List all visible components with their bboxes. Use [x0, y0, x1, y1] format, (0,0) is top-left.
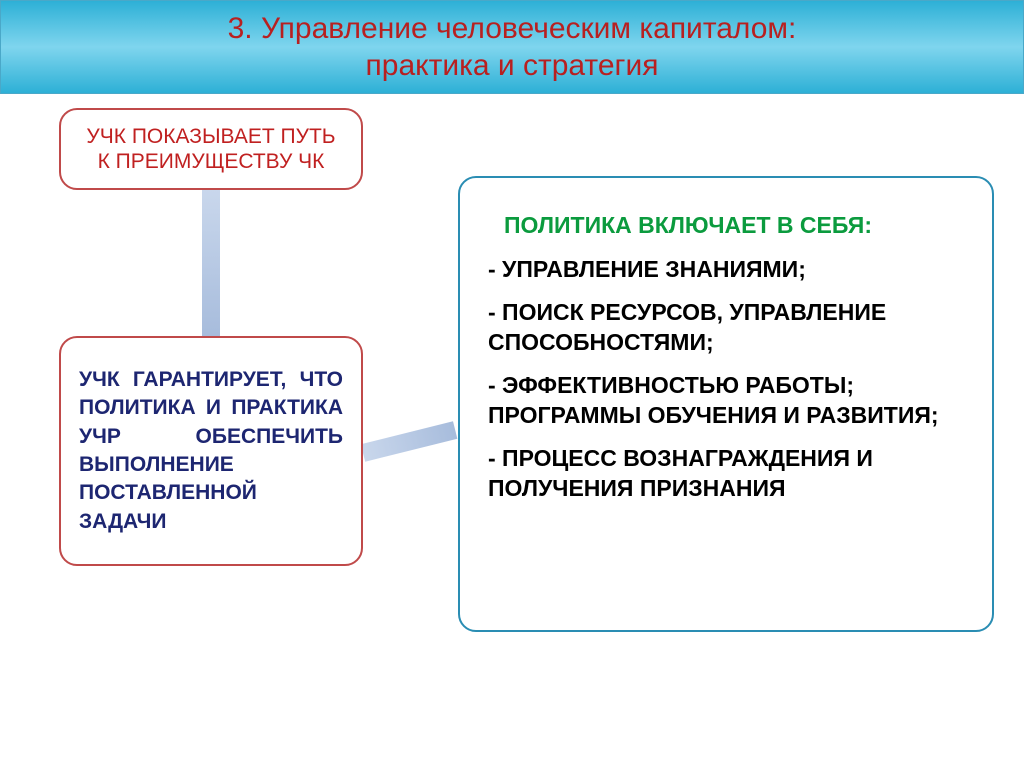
slide: 3. Управление человеческим капиталом:пра… [0, 0, 1024, 767]
connector-horizontal [361, 421, 458, 461]
box-bottom-left: УЧК ГАРАНТИРУЕТ, ЧТО ПОЛИТИКА И ПРАКТИКА… [59, 336, 363, 566]
box-right-item: - ПРОЦЕСС ВОЗНАГРАЖДЕНИЯ И ПОЛУЧЕНИЯ ПРИ… [488, 444, 964, 503]
box-right: ПОЛИТИКА ВКЛЮЧАЕТ В СЕБЯ: - УПРАВЛЕНИЕ З… [458, 176, 994, 632]
box-right-item: - УПРАВЛЕНИЕ ЗНАНИЯМИ; [488, 255, 964, 284]
box-top-left: УЧК ПОКАЗЫВАЕТ ПУТЬ К ПРЕИМУЩЕСТВУ ЧК [59, 108, 363, 190]
connector-vertical [202, 190, 220, 336]
slide-header: 3. Управление человеческим капиталом:пра… [0, 0, 1024, 94]
box-top-left-text: УЧК ПОКАЗЫВАЕТ ПУТЬ К ПРЕИМУЩЕСТВУ ЧК [79, 124, 343, 174]
box-bottom-left-text: УЧК ГАРАНТИРУЕТ, ЧТО ПОЛИТИКА И ПРАКТИКА… [79, 366, 343, 536]
box-right-item: - ЭФФЕКТИВНОСТЬЮ РАБОТЫ; ПРОГРАММЫ ОБУЧЕ… [488, 371, 964, 430]
slide-title: 3. Управление человеческим капиталом:пра… [228, 10, 797, 85]
box-right-item: - ПОИСК РЕСУРСОВ, УПРАВЛЕНИЕ СПОСОБНОСТЯ… [488, 298, 964, 357]
box-right-title: ПОЛИТИКА ВКЛЮЧАЕТ В СЕБЯ: [488, 212, 964, 239]
